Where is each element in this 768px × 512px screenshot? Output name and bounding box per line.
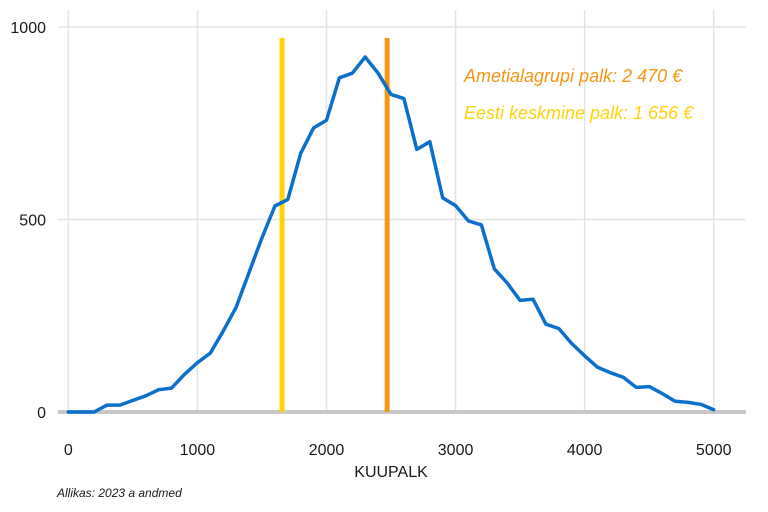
annotation-label: Eesti keskmine palk: 1 656 € (464, 103, 694, 123)
x-tick-label: 2000 (309, 442, 345, 459)
y-tick-label: 1000 (10, 20, 46, 37)
x-axis-title: KUUPALK (354, 464, 428, 481)
annotation-label: Ametialagrupi palk: 2 470 € (463, 66, 683, 86)
reference-lines (279, 38, 390, 412)
y-axis-ticks: 0 500 1000 (10, 20, 46, 422)
y-tick-label: 500 (19, 213, 46, 230)
x-axis-ticks: 0 1000 2000 3000 4000 5000 (64, 442, 732, 459)
y-tick-label: 0 (37, 405, 46, 422)
x-tick-label: 0 (64, 442, 73, 459)
x-tick-label: 1000 (180, 442, 216, 459)
source-note: Allikas: 2023 a andmed (57, 486, 182, 500)
series-line (66, 55, 716, 414)
x-tick-label: 3000 (438, 442, 474, 459)
annotations: Ametialagrupi palk: 2 470 € Eesti keskmin… (463, 66, 694, 123)
x-tick-label: 4000 (567, 442, 603, 459)
x-tick-label: 5000 (696, 442, 732, 459)
grid (58, 10, 746, 412)
series (66, 55, 716, 414)
